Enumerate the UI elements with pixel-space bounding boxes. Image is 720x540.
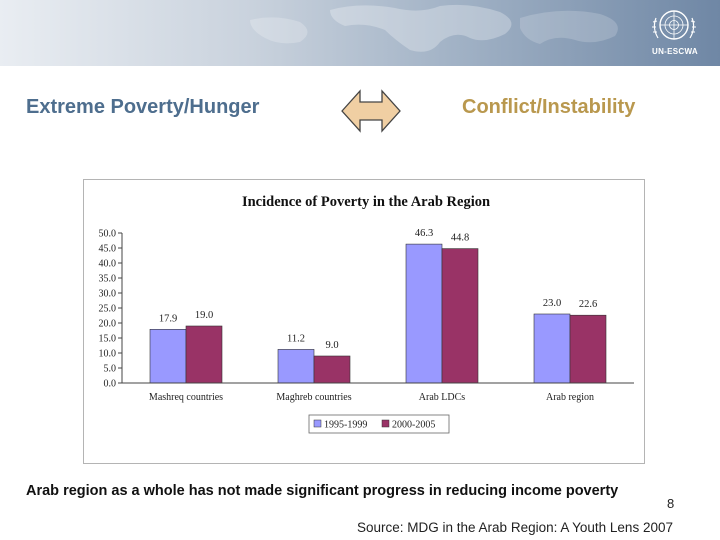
y-tick-label: 5.0 (104, 364, 117, 375)
x-axis: Mashreq countries Maghreb countries Arab L… (122, 382, 634, 403)
x-category-label: Arab LDCs (419, 392, 465, 403)
source-citation: Source: MDG in the Arab Region: A Youth … (357, 520, 673, 535)
y-tick-label: 35.0 (99, 274, 117, 285)
double-arrow-icon (341, 89, 401, 133)
bar-value-label: 19.0 (195, 310, 213, 321)
x-category-label: Arab region (546, 392, 594, 403)
bar-value-label: 9.0 (325, 340, 338, 351)
legend-label: 2000-2005 (392, 420, 435, 431)
logo-text: UN-ESCWA (652, 47, 698, 56)
y-tick-label: 30.0 (99, 289, 117, 300)
bar-value-label: 11.2 (287, 333, 305, 344)
bar (405, 243, 443, 384)
poverty-bar-chart: Incidence of Poverty in the Arab Region … (99, 194, 634, 434)
legend: 1995-1999 2000-2005 (308, 414, 450, 434)
header-banner: UN-ESCWA (0, 0, 720, 66)
chart-title: Incidence of Poverty in the Arab Region (242, 194, 490, 210)
bar-value-label: 23.0 (543, 298, 561, 309)
legend-swatch (313, 419, 322, 428)
bar-value-label: 46.3 (415, 228, 433, 239)
y-tick-label: 40.0 (99, 259, 117, 270)
y-tick-label: 45.0 (99, 244, 117, 255)
bars: 17.9 19.0 11.2 9.0 46.3 44.8 23.0 22.6 (149, 228, 607, 384)
right-topic-title: Conflict/Instability (462, 96, 636, 118)
y-tick-label: 50.0 (99, 229, 117, 240)
y-axis: 0.0 5.0 10.0 15.0 20.0 25.0 30.0 35.0 40.0 45.0 50… (99, 229, 123, 390)
legend-box (308, 414, 450, 434)
legend-label: 1995-1999 (324, 420, 367, 431)
bar-value-label: 22.6 (579, 299, 597, 310)
left-topic-title: Extreme Poverty/Hunger (26, 96, 260, 118)
y-tick-label: 20.0 (99, 319, 117, 330)
caption-text: Arab region as a whole has not made sign… (26, 483, 619, 499)
x-category-label: Maghreb countries (276, 392, 351, 403)
bar (441, 248, 479, 384)
bar (569, 314, 607, 384)
bar (533, 313, 571, 384)
legend-swatch (381, 419, 390, 428)
bar (185, 325, 223, 384)
y-tick-label: 25.0 (99, 304, 117, 315)
chart-frame: Incidence of Poverty in the Arab Region … (83, 179, 645, 464)
world-map-graphic (250, 4, 618, 52)
bar-value-label: 44.8 (451, 233, 469, 244)
bar (149, 329, 187, 384)
bar (313, 355, 351, 384)
un-escwa-logo (652, 10, 696, 40)
y-tick-label: 0.0 (104, 379, 117, 390)
bar-value-label: 17.9 (159, 313, 177, 324)
y-tick-label: 15.0 (99, 334, 117, 345)
bar (277, 349, 315, 384)
x-category-label: Mashreq countries (149, 392, 223, 403)
page-number: 8 (667, 496, 675, 511)
y-tick-label: 10.0 (99, 349, 117, 360)
